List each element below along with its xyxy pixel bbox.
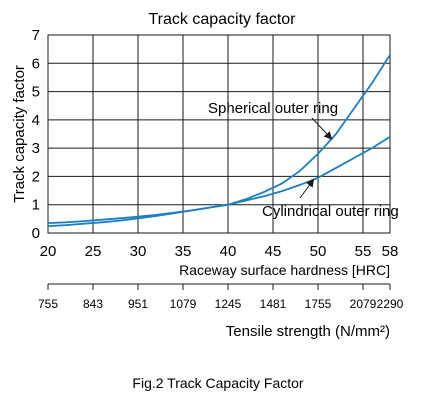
x-tick-label: 35 — [175, 243, 192, 260]
x-tick-label: 20 — [40, 243, 57, 260]
secondary-axis-ticks: 755 843 951 1079 1245 1481 1755 2079 2290 — [38, 284, 404, 311]
secondary-axis-label: Tensile strength (N/mm²) — [226, 323, 390, 340]
annotation-spherical: Spherical outer ring — [208, 100, 338, 117]
y-tick-label: 0 — [32, 225, 40, 242]
series-line-spherical — [47, 54, 391, 228]
x-tick-label: 45 — [265, 243, 282, 260]
y-tick-labels: 0 1 2 3 4 5 6 7 — [32, 27, 40, 242]
secondary-tick-label: 1755 — [305, 297, 332, 311]
y-axis-label: Track capacity factor — [11, 65, 28, 203]
chart-title: Track capacity factor — [148, 11, 296, 28]
secondary-tick-label: 755 — [38, 297, 58, 311]
x-tick-labels: 20 25 30 35 40 45 50 55 58 — [40, 243, 399, 260]
x-tick-label: 50 — [310, 243, 327, 260]
secondary-tick-label: 843 — [83, 297, 103, 311]
annotation-cylindrical: Cylindrical outer ring — [262, 203, 399, 220]
x-axis-label: Raceway surface hardness [HRC] — [179, 262, 390, 278]
y-tick-label: 2 — [32, 168, 40, 185]
y-tick-label: 1 — [32, 197, 40, 214]
plot-frame — [47, 34, 391, 234]
annotation-arrow-cylindrical — [299, 178, 315, 199]
y-tick-label: 4 — [32, 112, 40, 129]
y-tick-label: 5 — [32, 84, 40, 101]
secondary-tick-label: 1481 — [260, 297, 287, 311]
secondary-tick-label: 951 — [128, 297, 148, 311]
x-tick-label: 25 — [85, 243, 102, 260]
series-lines — [47, 54, 391, 228]
annotations: Spherical outer ring Cylindrical outer ri… — [208, 100, 399, 220]
y-tick-label: 3 — [32, 140, 40, 157]
x-tick-label: 58 — [382, 243, 399, 260]
series-line-cylindrical — [47, 136, 391, 224]
secondary-tick-label: 2079 — [350, 297, 377, 311]
secondary-tick-label: 1245 — [215, 297, 242, 311]
figure-caption: Fig.2 Track Capacity Factor — [132, 375, 304, 391]
x-tick-label: 55 — [355, 243, 372, 260]
y-tick-label: 7 — [32, 27, 40, 44]
grid — [48, 35, 390, 233]
y-tick-label: 6 — [32, 55, 40, 72]
secondary-tick-label: 2290 — [377, 297, 404, 311]
secondary-tick-label: 1079 — [170, 297, 197, 311]
x-tick-label: 30 — [130, 243, 147, 260]
x-tick-label: 40 — [220, 243, 237, 260]
annotation-arrow-spherical — [311, 117, 333, 140]
